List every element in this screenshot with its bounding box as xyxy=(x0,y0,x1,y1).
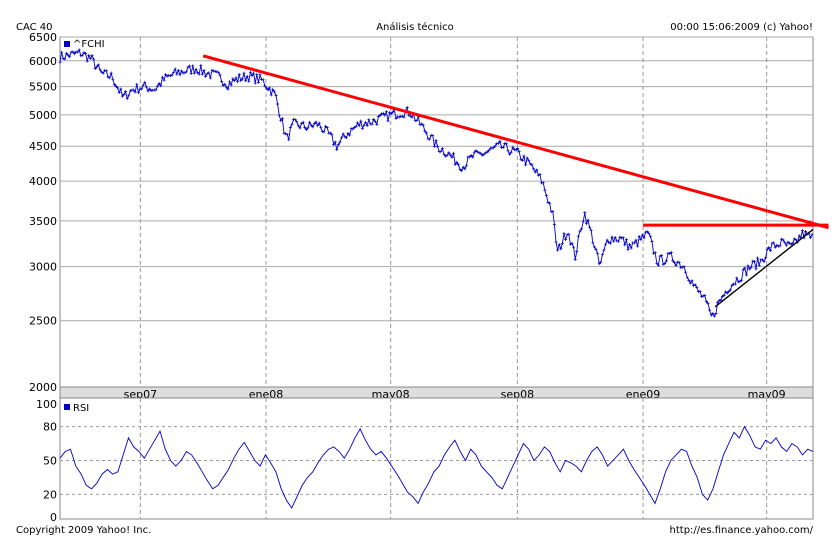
chart-timestamp: 00:00 15:06:2009 (c) Yahoo! xyxy=(670,22,813,33)
price-tick-label: 3500 xyxy=(29,215,57,228)
price-tick-label: 2000 xyxy=(29,381,57,394)
chart-ticker: CAC 40 xyxy=(16,22,53,33)
date-axis-band xyxy=(59,386,814,399)
rsi-legend-swatch xyxy=(64,404,70,410)
chart-title: Análisis técnico xyxy=(376,21,454,33)
trend-line xyxy=(202,54,829,230)
rsi-panel: 0 20 50 80 100 RSI xyxy=(36,397,814,524)
rsi-plot-area xyxy=(59,397,814,520)
price-tick-label: 4000 xyxy=(29,175,57,188)
price-plot-area xyxy=(59,36,814,388)
price-legend-swatch xyxy=(64,41,70,47)
rsi-tick-label: 80 xyxy=(43,421,57,434)
price-panel: 2000 2500 3000 3500 4000 4500 5000 5500 6000 6500… xyxy=(29,31,829,401)
price-legend-label: ^FCHI xyxy=(73,39,105,50)
price-tick-label: 6500 xyxy=(29,31,57,44)
price-tick-label: 3000 xyxy=(29,261,57,274)
price-tick-label: 5500 xyxy=(29,81,57,94)
price-tick-label: 5000 xyxy=(29,109,57,122)
price-tick-label: 6000 xyxy=(29,55,57,68)
source-url: http://es.finance.yahoo.com/ xyxy=(670,525,814,536)
rsi-series-line xyxy=(59,425,814,509)
price-tick-label: 4500 xyxy=(29,140,57,153)
rsi-tick-label: 100 xyxy=(36,398,57,411)
rsi-legend-label: RSI xyxy=(73,403,89,414)
copyright-text: Copyright 2009 Yahoo! Inc. xyxy=(16,525,151,536)
rsi-tick-label: 0 xyxy=(50,511,57,524)
rsi-tick-label: 50 xyxy=(43,455,57,468)
price-tick-label: 2500 xyxy=(29,315,57,328)
support-line xyxy=(714,228,814,308)
rsi-tick-label: 20 xyxy=(43,488,57,501)
